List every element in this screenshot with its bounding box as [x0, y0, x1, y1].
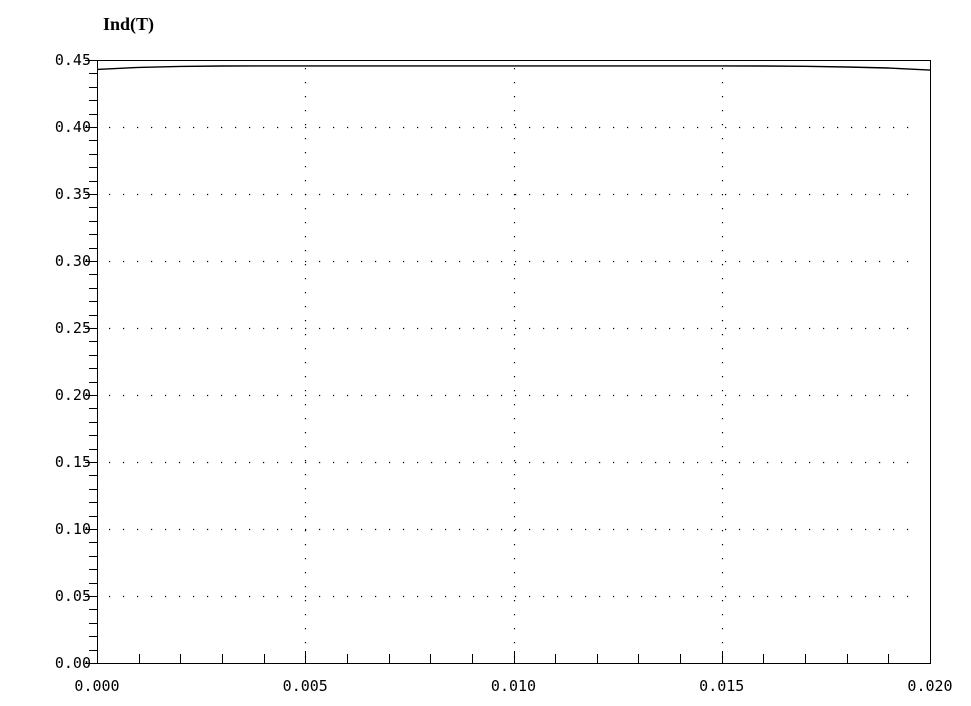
x-tick-label: 0.020	[907, 677, 952, 695]
y-tick-label: 0.35	[55, 185, 91, 203]
y-axis-label: Ind(T)	[103, 14, 154, 35]
x-tick-label: 0.005	[283, 677, 328, 695]
axis-ticks	[85, 60, 931, 664]
y-tick-label: 0.20	[55, 386, 91, 404]
grid	[109, 68, 918, 659]
y-tick-label: 0.30	[55, 252, 91, 270]
series-line	[96, 65, 931, 71]
series-layer	[96, 65, 931, 71]
x-tick-label: 0.015	[699, 677, 744, 695]
y-tick-label: 0.00	[55, 654, 91, 672]
y-tick-label: 0.45	[55, 51, 91, 69]
y-tick-label: 0.15	[55, 453, 91, 471]
y-tick-label: 0.10	[55, 520, 91, 538]
tick-labels: 0.00 0.05 0.10 0.15 0.20 0.25 0.30 0.35 0.40 0.45…	[55, 51, 953, 695]
x-tick-label: 0.010	[491, 677, 536, 695]
y-tick-label: 0.40	[55, 118, 91, 136]
y-tick-label: 0.05	[55, 587, 91, 605]
x-tick-label: 0.000	[74, 677, 119, 695]
y-tick-label: 0.25	[55, 319, 91, 337]
plot-frame	[97, 60, 931, 664]
